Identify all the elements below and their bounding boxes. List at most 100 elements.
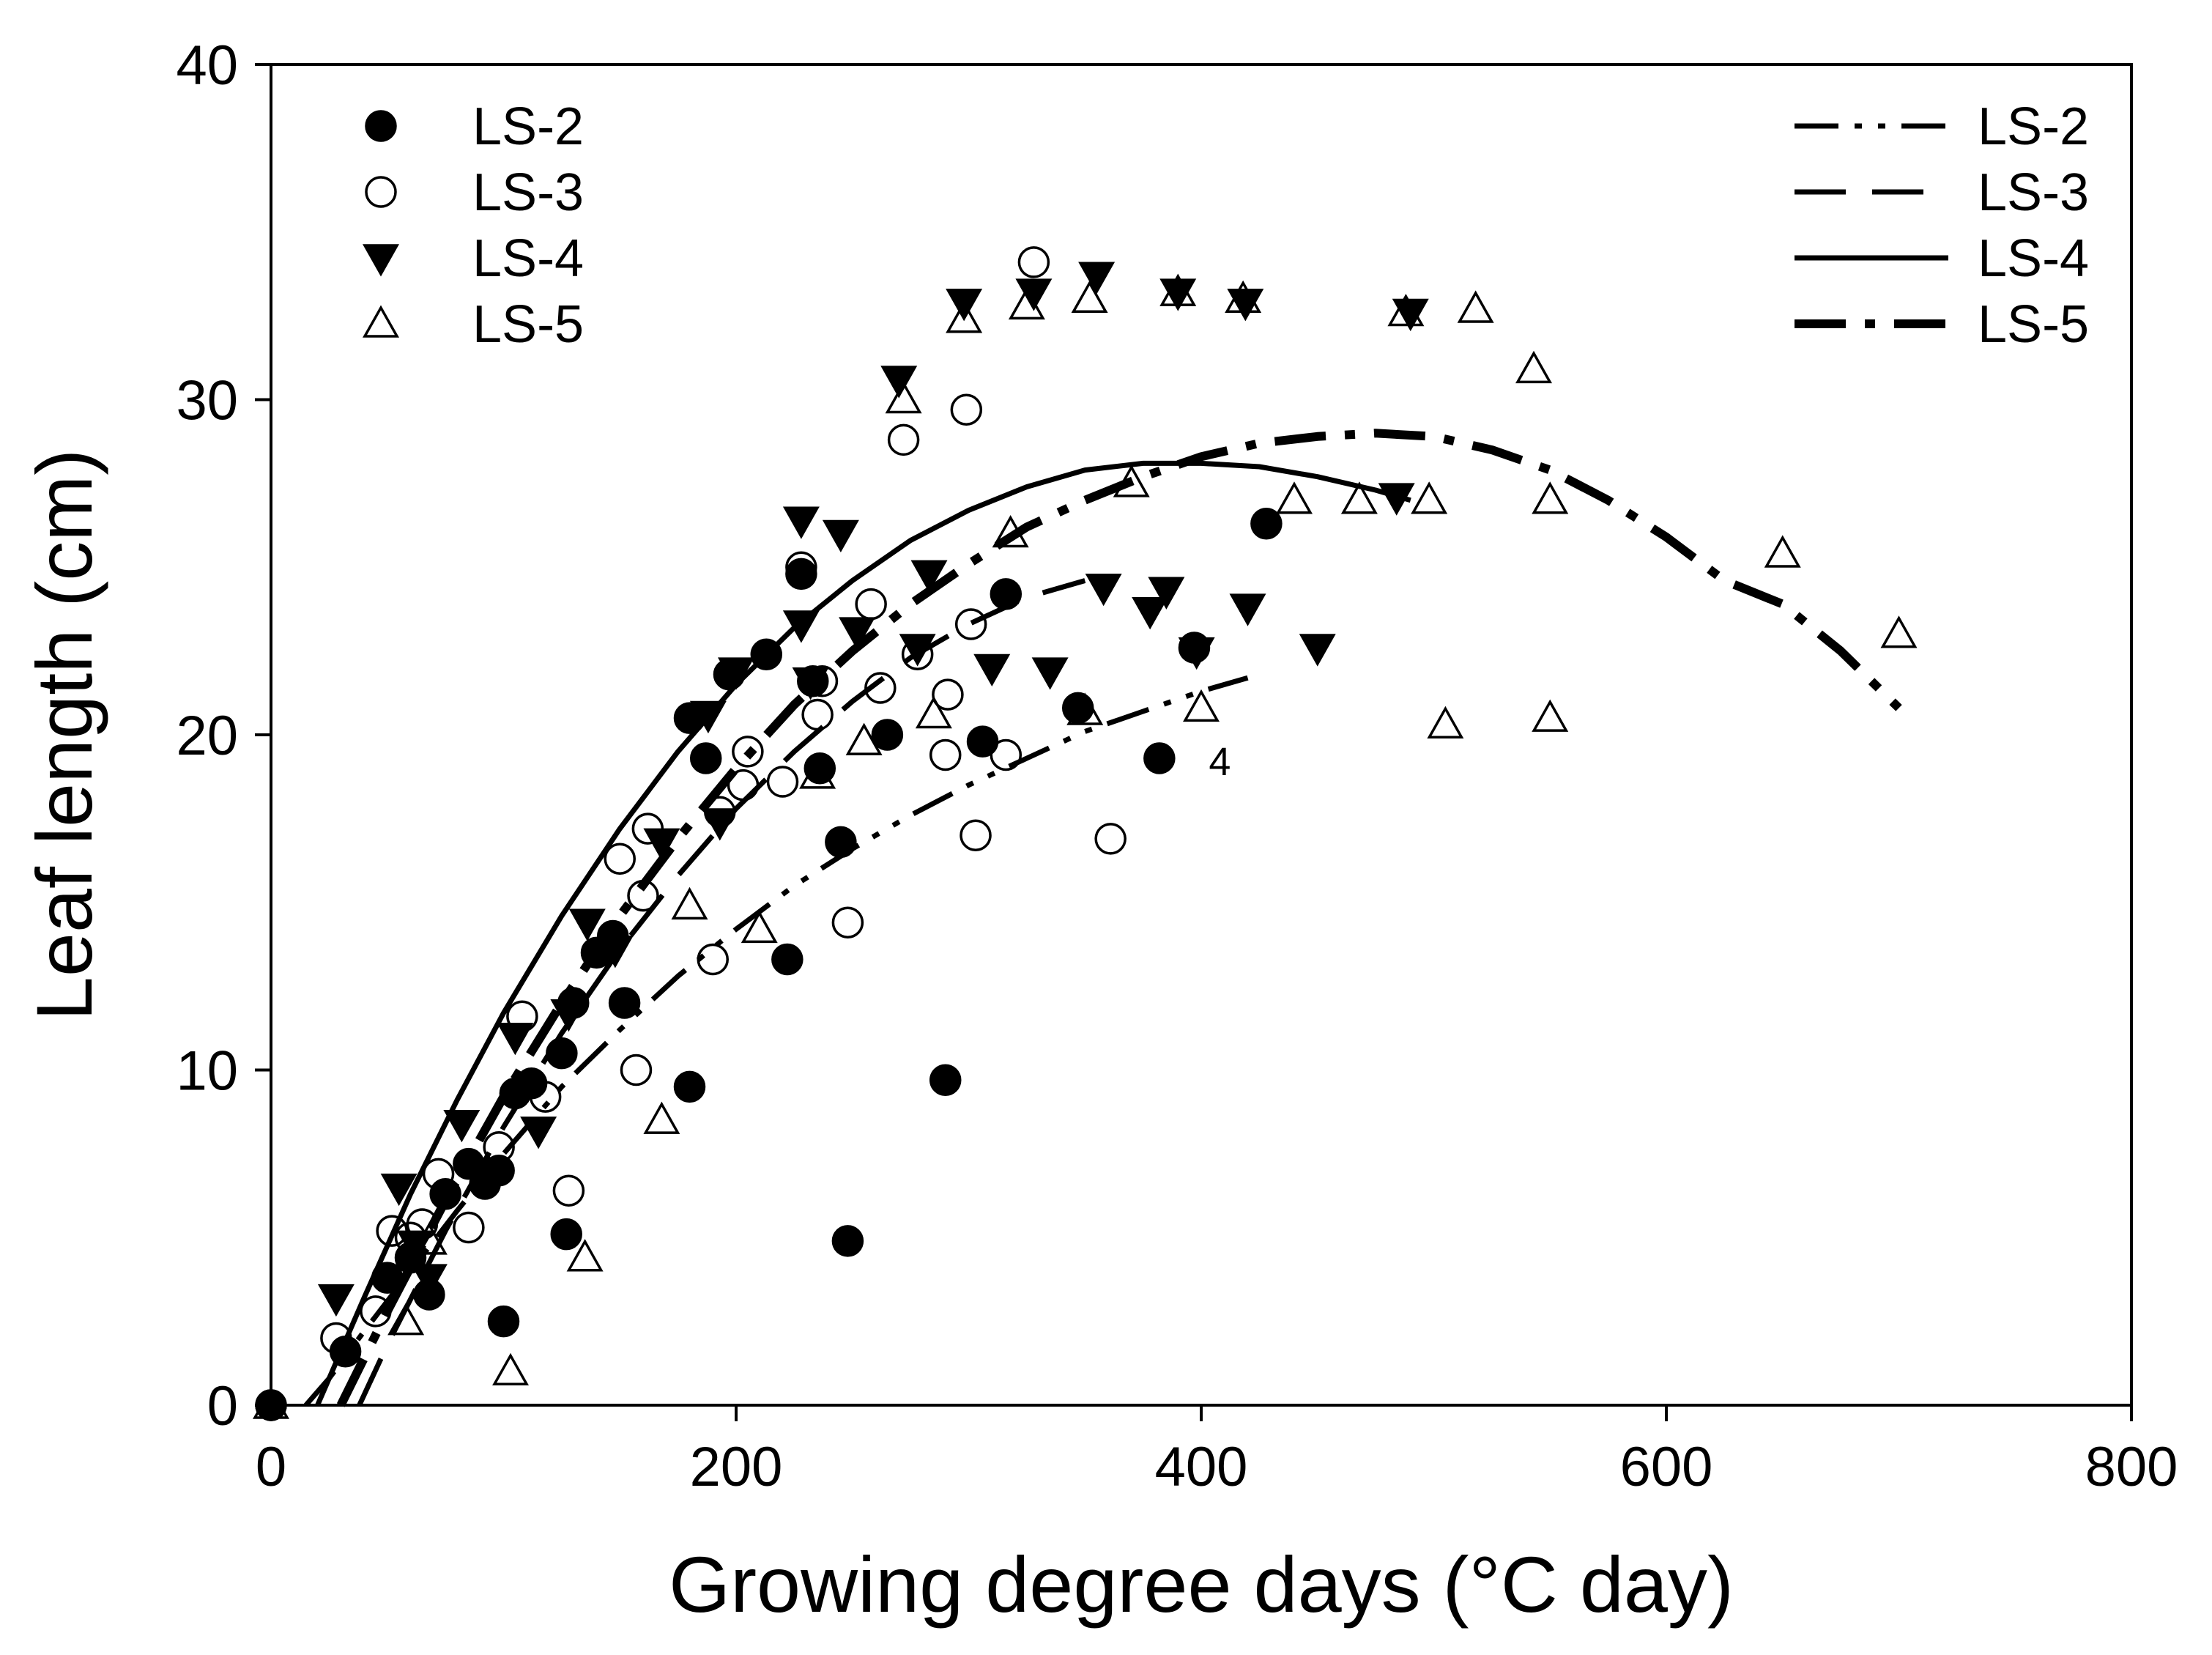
point-ls-4	[1132, 596, 1169, 630]
point-ls-3	[831, 906, 864, 938]
y-tick-label: 10	[176, 1040, 238, 1103]
y-tick-label: 20	[176, 705, 238, 767]
point-ls-5	[1880, 615, 1918, 648]
point-ls-5	[1457, 290, 1494, 323]
point-ls-3	[855, 588, 887, 621]
point-ls-3	[1017, 246, 1050, 278]
point-ls-3	[483, 1130, 515, 1163]
point-ls-3	[950, 393, 983, 426]
point-ls-3	[932, 678, 964, 711]
point-ls-2	[689, 742, 722, 774]
point-ls-4	[899, 634, 936, 667]
y-axis-ticks: 0 10 20 30 40	[176, 34, 271, 1437]
point-ls-2	[771, 943, 803, 976]
point-ls-3	[1094, 823, 1127, 855]
point-ls-4	[396, 1230, 434, 1263]
point-ls-4	[1159, 278, 1197, 311]
legend-line-label: LS-3	[1978, 163, 2089, 222]
point-ls-4	[910, 560, 948, 593]
point-ls-5	[1113, 464, 1150, 497]
point-ls-3	[697, 943, 729, 976]
point-ls-5	[1340, 481, 1378, 514]
point-ls-4	[520, 1117, 557, 1149]
point-ls-5	[845, 722, 883, 755]
point-ls-4	[1085, 573, 1122, 607]
point-ls-5	[410, 1222, 448, 1255]
point-ls-4	[1378, 483, 1415, 516]
legend-marker-label: LS-5	[472, 295, 584, 354]
legend-marker-ls-4	[363, 244, 399, 277]
point-ls-4	[643, 828, 680, 861]
annotation-label: 4	[1209, 740, 1231, 784]
point-ls-3	[453, 1211, 485, 1244]
legend-marker-label: LS-2	[472, 97, 584, 156]
point-ls-5	[492, 1352, 530, 1385]
point-ls-5	[885, 380, 922, 414]
point-ls-3	[529, 1081, 562, 1113]
point-ls-5	[1066, 692, 1104, 725]
point-ls-4	[1229, 593, 1266, 626]
point-ls-2	[803, 752, 836, 785]
point-ls-4	[1392, 298, 1429, 332]
legend-marker-ls-5	[363, 305, 399, 338]
point-ls-5	[671, 886, 708, 920]
point-ls-4	[1031, 657, 1069, 690]
point-ls-5	[643, 1101, 680, 1134]
point-ls-5	[1159, 273, 1197, 306]
point-ls-2	[990, 578, 1023, 610]
point-ls-4	[1148, 577, 1185, 610]
point-ls-5	[1225, 280, 1262, 313]
legend-line-label: LS-5	[1978, 295, 2089, 354]
point-ls-4	[410, 1264, 448, 1297]
x-tick-label: 200	[690, 1436, 783, 1498]
point-ls-4	[718, 657, 754, 690]
point-ls-3	[727, 769, 760, 801]
point-ls-3	[864, 672, 897, 704]
point-ls-2	[831, 1225, 864, 1257]
point-ls-4	[443, 1109, 480, 1143]
point-ls-5	[1276, 481, 1313, 514]
point-ls-5	[1008, 286, 1045, 320]
point-ls-3	[360, 1295, 392, 1328]
point-ls-5	[1411, 481, 1448, 514]
point-ls-2	[550, 1218, 582, 1251]
point-ls-4	[596, 936, 634, 969]
point-ls-2	[871, 719, 904, 751]
y-tick-label: 0	[207, 1375, 238, 1437]
legend-line-label: LS-2	[1978, 97, 2089, 156]
point-ls-3	[627, 879, 659, 912]
point-ls-5	[1764, 535, 1801, 568]
point-ls-3	[320, 1322, 352, 1355]
x-tick-label: 400	[1155, 1436, 1248, 1498]
point-ls-5	[1071, 280, 1108, 313]
point-ls-2	[785, 558, 817, 590]
y-tick-label: 30	[176, 370, 238, 432]
point-ls-5	[992, 514, 1029, 548]
point-ls-2	[483, 1155, 515, 1187]
x-tick-label: 0	[256, 1436, 286, 1498]
point-ls-4	[701, 808, 738, 841]
point-ls-4	[317, 1284, 355, 1317]
point-ls-2	[371, 1262, 404, 1294]
point-ls-5	[799, 756, 836, 789]
legend-markers: LS-2 LS-3 LS-4 LS-5	[363, 97, 584, 354]
point-ls-5	[1387, 293, 1425, 327]
x-axis-ticks: 0 200 400 600 800	[256, 1405, 2178, 1498]
point-ls-2	[487, 1305, 520, 1338]
point-ls-4	[550, 999, 587, 1032]
legend-marker-label: LS-4	[472, 229, 584, 288]
point-ls-3	[766, 766, 799, 798]
point-ls-4	[880, 366, 918, 399]
point-ls-4	[380, 1173, 417, 1207]
point-ls-5	[566, 1239, 604, 1272]
point-ls-3	[552, 1174, 585, 1207]
point-ls-4	[1015, 278, 1053, 311]
curve-ls-3	[357, 578, 1086, 1407]
point-ls-4	[792, 667, 829, 700]
point-ls-2	[825, 826, 857, 859]
point-ls-4	[782, 506, 820, 539]
point-ls-3	[732, 736, 764, 768]
point-ls-4	[1299, 634, 1336, 667]
point-ls-5	[741, 910, 778, 944]
point-ls-5	[1532, 699, 1569, 732]
